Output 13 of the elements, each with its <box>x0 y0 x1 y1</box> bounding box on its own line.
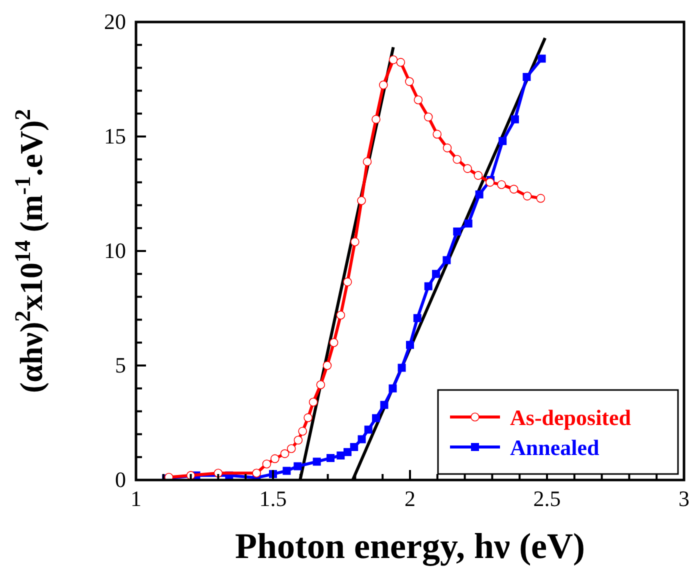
x-tick-label: 1.5 <box>259 486 287 511</box>
x-axis-title: Photon energy, hν (eV) <box>234 526 586 566</box>
x-tick-label: 3 <box>678 486 690 511</box>
legend-label: Annealed <box>510 435 600 460</box>
x-tick-label: 1 <box>130 486 142 511</box>
x-tick-label: 2.5 <box>533 486 561 511</box>
legend-label: As-deposited <box>510 405 632 430</box>
y-tick-label: 0 <box>115 467 126 492</box>
y-tick-label: 20 <box>104 9 126 34</box>
x-tick-label: 2 <box>404 486 416 511</box>
y-tick-label: 10 <box>104 238 126 263</box>
y-tick-label: 5 <box>115 352 126 378</box>
y-tick-label: 15 <box>104 124 126 148</box>
